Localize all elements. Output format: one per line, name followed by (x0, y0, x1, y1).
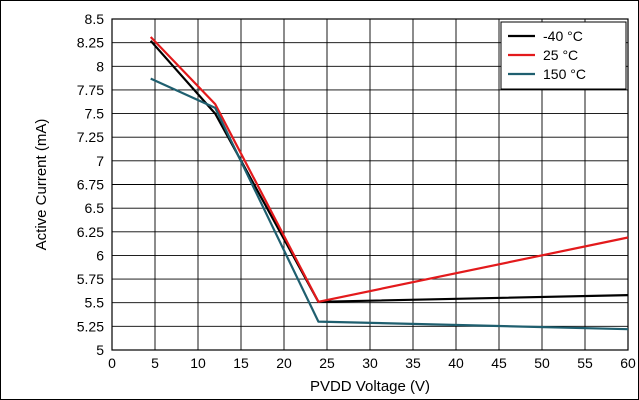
y-tick-label: 7.25 (77, 129, 104, 145)
series-line (150, 77, 629, 331)
x-tick-label: 0 (108, 355, 116, 371)
y-tick-label: 5 (96, 342, 104, 358)
x-tick-label: 20 (276, 355, 292, 371)
x-tick-label: 35 (405, 355, 421, 371)
legend-label: 150 °C (543, 66, 586, 82)
y-tick-label: 6.5 (85, 200, 105, 216)
y-tick-label: 8.25 (77, 35, 104, 51)
y-tick-label: 8 (96, 58, 104, 74)
x-tick-label: 40 (448, 355, 464, 371)
x-tick-label: 15 (233, 355, 249, 371)
x-tick-label: 10 (190, 355, 206, 371)
x-tick-label: 60 (620, 355, 636, 371)
y-tick-label: 7.75 (77, 82, 104, 98)
x-axis-ticks: 0 5 10 15 20 25 30 35 40 45 50 55 60 (108, 355, 636, 371)
y-tick-label: 5.5 (85, 295, 105, 311)
x-tick-label: 30 (362, 355, 378, 371)
x-tick-label: 25 (319, 355, 335, 371)
x-tick-label: 55 (577, 355, 593, 371)
series-line (149, 40, 629, 303)
y-tick-label: 8.5 (85, 11, 105, 27)
x-tick-label: 5 (151, 355, 159, 371)
y-tick-label: 6.25 (77, 224, 104, 240)
x-tick-label: 45 (491, 355, 507, 371)
series-lines (149, 36, 629, 331)
plot-frame (111, 18, 629, 351)
y-tick-label: 7 (96, 153, 104, 169)
y-tick-label: 5.25 (77, 318, 104, 334)
y-tick-label: 7.5 (85, 106, 105, 122)
x-tick-label: 50 (534, 355, 550, 371)
legend-label: 25 °C (543, 47, 578, 63)
y-tick-label: 6.75 (77, 177, 104, 193)
legend-label: -40 °C (543, 28, 583, 44)
y-tick-label: 5.75 (77, 271, 104, 287)
grid (111, 18, 629, 351)
legend: -40 °C 25 °C 150 °C (500, 21, 627, 90)
y-axis-title: Active Current (mA) (33, 119, 50, 251)
y-axis-ticks: 5 5.25 5.5 5.75 6 6.25 6.5 6.75 7 7.25 7.5 7.75 8 8.2… (77, 11, 104, 358)
series-line (149, 36, 629, 303)
y-tick-label: 6 (96, 247, 104, 263)
x-axis-title: PVDD Voltage (V) (310, 378, 430, 395)
